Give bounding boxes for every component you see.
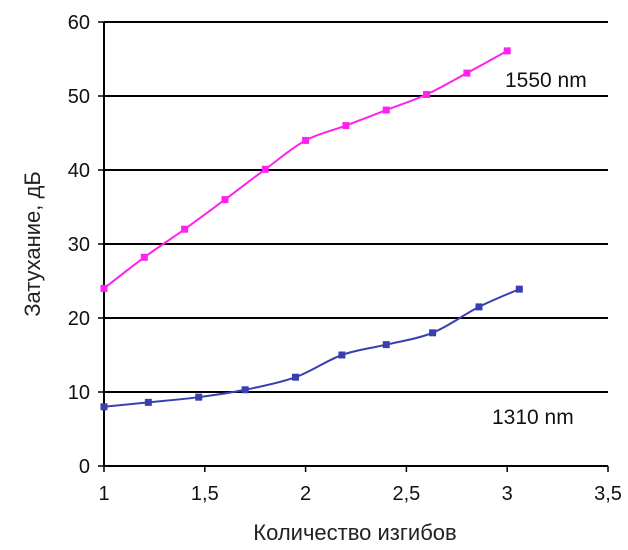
- series-label-1550nm: 1550 nm: [505, 69, 587, 92]
- data-point-1550nm: [100, 284, 108, 292]
- data-point-1550nm: [302, 136, 310, 144]
- data-point-1310nm: [241, 386, 249, 394]
- data-point-1550nm: [342, 122, 350, 130]
- data-point-1550nm: [261, 165, 269, 173]
- y-axis-title: Затухание, дБ: [20, 171, 45, 317]
- y-tick-label: 10: [68, 382, 90, 404]
- series-group: [100, 47, 523, 411]
- data-point-1550nm: [221, 196, 229, 204]
- x-tick-label: 2,5: [392, 483, 420, 505]
- x-tick-label: 2: [300, 483, 311, 505]
- y-tick-label: 30: [68, 234, 90, 256]
- data-point-1550nm: [423, 91, 431, 99]
- data-point-1310nm: [475, 303, 483, 311]
- y-tick-label: 40: [68, 160, 90, 182]
- data-point-1550nm: [463, 69, 471, 77]
- y-tick-label: 0: [79, 456, 90, 478]
- data-point-1310nm: [100, 403, 108, 411]
- x-tick-label: 3,5: [594, 483, 622, 505]
- data-point-1310nm: [429, 329, 437, 337]
- series-line-1310nm: [103, 288, 520, 408]
- data-point-1310nm: [195, 393, 203, 401]
- y-tick-label: 50: [68, 86, 90, 108]
- grid-lines: [104, 21, 608, 393]
- axes: [98, 21, 609, 472]
- data-point-1550nm: [503, 47, 511, 55]
- data-point-1310nm: [515, 285, 523, 293]
- tick-labels: 0 10 20 30 40 50 60 1 1,5 2 2,5 3 3,5: [68, 12, 622, 505]
- y-tick-label: 60: [68, 12, 90, 34]
- x-tick-label: 3: [502, 483, 513, 505]
- data-point-1310nm: [292, 373, 300, 381]
- data-point-1550nm: [140, 253, 148, 261]
- data-point-1310nm: [144, 398, 152, 406]
- data-point-1310nm: [382, 341, 390, 349]
- x-axis-title: Количество изгибов: [253, 520, 456, 545]
- x-tick-label: 1,5: [191, 483, 219, 505]
- series-label-1310nm: 1310 nm: [492, 406, 574, 429]
- data-point-1310nm: [338, 351, 346, 359]
- x-tick-label: 1: [98, 483, 109, 505]
- data-point-1550nm: [382, 106, 390, 114]
- y-tick-label: 20: [68, 308, 90, 330]
- data-point-1550nm: [181, 225, 189, 233]
